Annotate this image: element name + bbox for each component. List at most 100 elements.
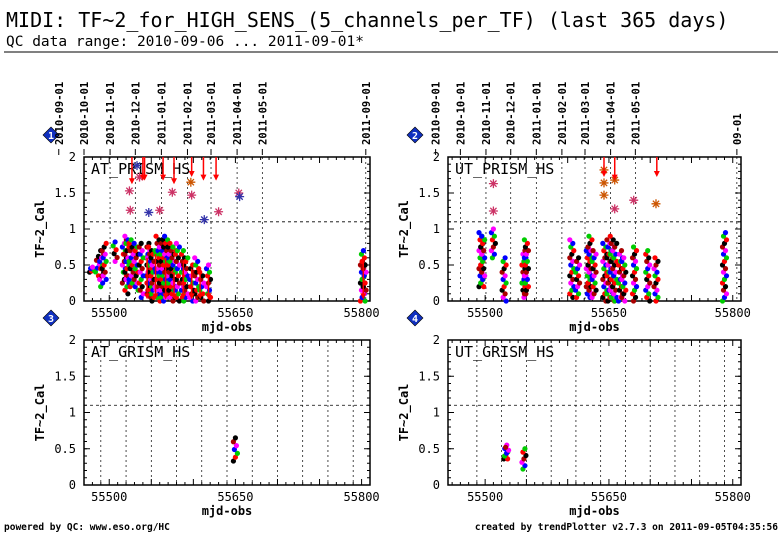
- outlier-star: [610, 204, 620, 214]
- y-tick-label: 1.5: [54, 369, 76, 383]
- y-axis-label: TF~2_Cal: [33, 200, 48, 258]
- data-point: [633, 284, 640, 290]
- date-tick-label: 2011-04-01: [606, 82, 618, 145]
- data-point: [176, 298, 182, 304]
- data-point: [138, 240, 144, 246]
- overflow-arrow: [600, 171, 607, 177]
- panel-2: 0 0.5 1 1.5 2 55500 55650 55800 mjd-obs TF~2_Cal U…: [397, 82, 751, 334]
- data-point: [722, 230, 729, 236]
- data-point: [622, 280, 628, 286]
- y-tick-label: 2: [433, 150, 440, 164]
- data-point: [614, 240, 620, 246]
- data-point: [570, 258, 576, 264]
- y-tick-label: 1: [433, 222, 440, 236]
- data-point: [176, 244, 182, 250]
- y-tick-label: 0.5: [418, 258, 440, 272]
- x-tick-label: 55800: [715, 490, 751, 504]
- data-point: [522, 463, 528, 469]
- data-point: [655, 258, 661, 264]
- data-point: [481, 266, 487, 272]
- data-point: [575, 291, 582, 297]
- outlier-star: [155, 205, 165, 215]
- data-point: [362, 298, 368, 304]
- data-point: [570, 240, 576, 246]
- data-point: [632, 258, 639, 264]
- date-tick-label: 2011-05-01: [257, 82, 269, 145]
- y-tick-label: 2: [69, 333, 76, 347]
- data-point: [525, 266, 532, 272]
- y-axis-label: TF~2_Cal: [397, 384, 412, 442]
- data-point: [645, 248, 651, 254]
- data-point: [590, 248, 596, 254]
- data-point: [593, 251, 599, 257]
- y-tick-label: 1: [69, 406, 76, 420]
- data-point: [195, 258, 201, 264]
- data-point: [576, 262, 583, 268]
- data-point: [363, 269, 369, 275]
- data-point: [102, 269, 108, 275]
- data-point: [479, 233, 485, 239]
- data-point: [128, 237, 134, 243]
- data-point: [722, 266, 729, 272]
- outlier-star: [488, 206, 498, 216]
- data-point: [100, 280, 106, 286]
- x-tick-label: 55500: [467, 306, 503, 320]
- data-point: [184, 266, 190, 272]
- data-points: [230, 435, 241, 464]
- data-point: [103, 276, 109, 282]
- y-tick-label: 1.5: [418, 369, 440, 383]
- data-point: [630, 244, 637, 250]
- data-point: [647, 298, 653, 304]
- date-tick-label: 2010-11-01: [481, 82, 493, 145]
- data-point: [613, 287, 619, 293]
- data-point: [206, 269, 213, 275]
- data-point: [161, 233, 168, 239]
- plot-frame: [447, 339, 742, 486]
- data-point: [502, 273, 508, 279]
- date-tick-label: 2011-03-01: [580, 82, 592, 145]
- data-point: [655, 294, 661, 300]
- panel-label: UT_PRISM_HS: [455, 160, 554, 178]
- data-point: [600, 240, 606, 246]
- data-point: [592, 280, 598, 286]
- x-axis-label: mjd-obs: [569, 320, 620, 334]
- date-tick-label: 2011-05-01: [630, 82, 642, 145]
- data-point: [723, 237, 730, 243]
- panel-badge-icon: [42, 126, 60, 144]
- data-point: [175, 255, 181, 261]
- data-point: [593, 287, 599, 293]
- data-point: [632, 276, 639, 282]
- data-point: [525, 248, 532, 254]
- data-point: [723, 291, 730, 297]
- data-point: [234, 450, 241, 456]
- date-tick-label: 2011-03-01: [206, 82, 218, 145]
- panel-number: 3: [48, 314, 54, 325]
- data-point: [482, 273, 488, 279]
- data-point: [131, 240, 137, 246]
- outlier-star: [214, 207, 224, 217]
- data-point: [92, 269, 99, 275]
- outlier-star: [167, 187, 177, 197]
- outlier-star: [629, 195, 639, 205]
- data-point: [114, 254, 120, 261]
- data-point: [482, 237, 488, 243]
- data-points: [86, 233, 369, 304]
- date-tick-label: 2011-02-01: [557, 82, 569, 145]
- plot-title: MIDI: TF~2_for_HIGH_SENS_(5_channels_per…: [6, 8, 728, 32]
- x-axis-label: mjd-obs: [569, 504, 620, 518]
- outlier-star: [187, 190, 197, 200]
- y-tick-label: 1: [433, 406, 440, 420]
- x-tick-label: 55500: [91, 306, 127, 320]
- data-points: [501, 442, 529, 472]
- data-point: [476, 230, 482, 236]
- panel-label: UT_GRISM_HS: [455, 343, 554, 361]
- data-point: [613, 269, 619, 275]
- data-point: [646, 291, 652, 297]
- panel-number: 4: [412, 314, 418, 325]
- data-point: [723, 273, 730, 279]
- data-point: [175, 291, 181, 297]
- data-point: [632, 294, 639, 300]
- data-point: [201, 280, 207, 286]
- data-point: [230, 458, 237, 464]
- data-point: [593, 269, 599, 275]
